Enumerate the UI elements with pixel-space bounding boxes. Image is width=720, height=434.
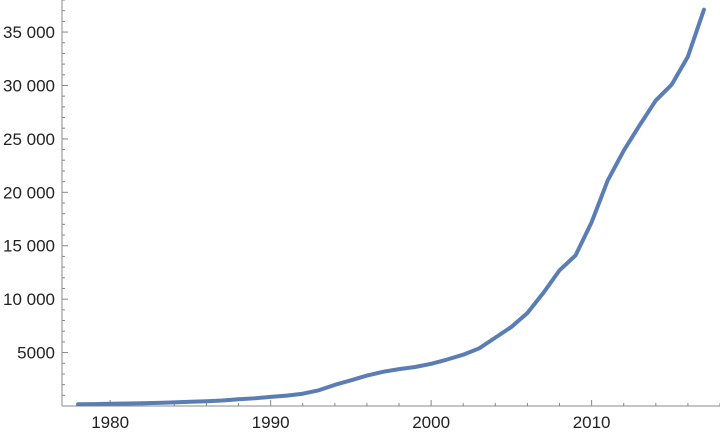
data-point — [445, 358, 449, 362]
data-point — [124, 402, 128, 406]
data-point — [237, 397, 241, 401]
x-tick-label: 1980 — [91, 413, 129, 432]
data-point — [108, 402, 112, 406]
data-point — [413, 365, 417, 369]
data-point — [590, 220, 594, 224]
data-point — [638, 123, 642, 127]
data-point — [622, 149, 626, 153]
data-point — [702, 8, 706, 12]
data-point — [541, 291, 545, 295]
data-point — [349, 378, 353, 382]
data-point — [188, 400, 192, 404]
x-ticks: 1980 1990 2000 2010 — [91, 400, 611, 432]
data-point — [686, 55, 690, 59]
data-point — [461, 353, 465, 357]
y-tick-label: 25 000 — [3, 130, 55, 149]
data-point — [429, 362, 433, 366]
data-point — [397, 367, 401, 371]
y-tick-label: 15 000 — [3, 237, 55, 256]
y-tick-label: 10 000 — [3, 290, 55, 309]
data-point — [574, 253, 578, 257]
data-point — [301, 392, 305, 396]
data-point — [509, 325, 513, 329]
data-point — [76, 402, 80, 406]
y-tick-label: 20 000 — [3, 183, 55, 202]
y-ticks: 5000 10 000 15 000 20 000 25 000 30 000 35 000 — [3, 23, 68, 363]
data-point — [317, 388, 321, 392]
data-point — [172, 400, 176, 404]
data-point — [493, 336, 497, 340]
data-point — [253, 396, 257, 400]
data-point — [285, 394, 289, 398]
y-tick-label: 35 000 — [3, 23, 55, 42]
data-point — [140, 401, 144, 405]
series-group — [76, 7, 706, 407]
y-tick-label: 5000 — [17, 344, 55, 363]
data-point — [333, 383, 337, 387]
data-point — [670, 82, 674, 86]
x-tick-label: 1990 — [252, 413, 290, 432]
x-tick-label: 2010 — [573, 413, 611, 432]
data-point — [92, 402, 96, 406]
data-point — [381, 370, 385, 374]
series-line — [76, 7, 706, 407]
data-point — [269, 395, 273, 399]
data-point — [525, 311, 529, 315]
data-point — [558, 268, 562, 272]
data-point — [365, 374, 369, 378]
data-point — [606, 179, 610, 183]
data-point — [654, 98, 658, 102]
y-minor-ticks — [62, 0, 65, 396]
data-point — [156, 401, 160, 405]
data-point — [220, 399, 224, 403]
data-point — [204, 399, 208, 403]
y-tick-label: 30 000 — [3, 76, 55, 95]
x-minor-ticks — [77, 403, 720, 406]
x-tick-label: 2000 — [412, 413, 450, 432]
data-point — [477, 346, 481, 350]
